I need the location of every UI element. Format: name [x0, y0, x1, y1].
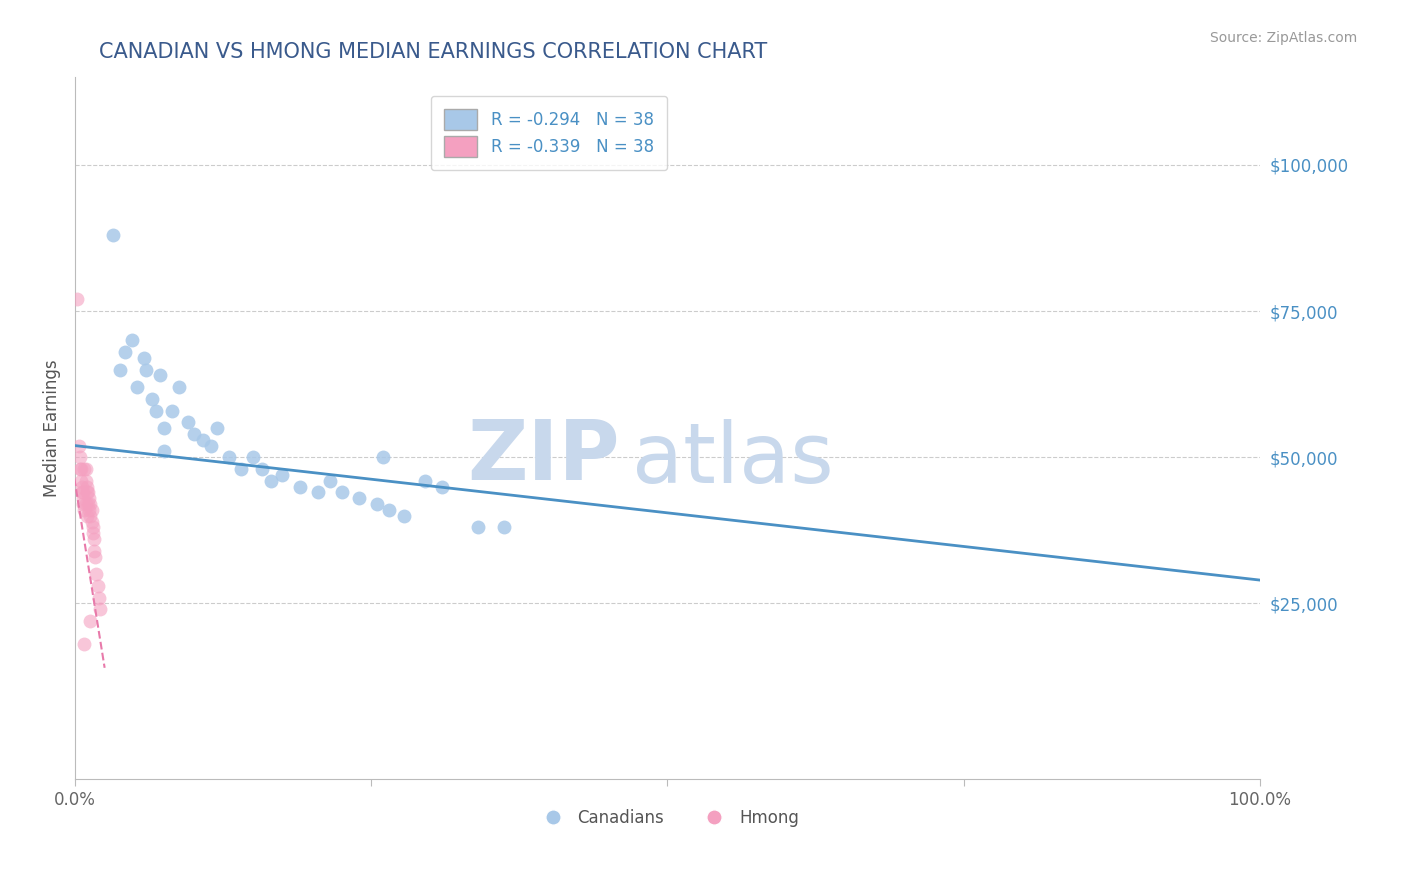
- Point: [125, 380, 148, 394]
- Point: [75, 462, 97, 476]
- Point: [79, 614, 101, 628]
- Point: [176, 415, 198, 429]
- Point: [200, 439, 222, 453]
- Point: [413, 474, 436, 488]
- Point: [141, 392, 163, 406]
- Point: [86, 579, 108, 593]
- Point: [319, 474, 342, 488]
- Point: [330, 485, 353, 500]
- Point: [288, 479, 311, 493]
- Point: [153, 444, 176, 458]
- Text: atlas: atlas: [631, 419, 834, 500]
- Point: [73, 637, 96, 651]
- Legend: Canadians, Hmong: Canadians, Hmong: [529, 803, 806, 834]
- Point: [72, 485, 94, 500]
- Point: [77, 485, 100, 500]
- Point: [83, 532, 105, 546]
- Point: [205, 421, 228, 435]
- Point: [271, 467, 294, 482]
- Point: [145, 403, 167, 417]
- Point: [259, 474, 281, 488]
- Point: [82, 520, 104, 534]
- Point: [77, 491, 100, 506]
- Text: CANADIAN VS HMONG MEDIAN EARNINGS CORRELATION CHART: CANADIAN VS HMONG MEDIAN EARNINGS CORREL…: [98, 42, 766, 62]
- Point: [79, 508, 101, 523]
- Point: [73, 462, 96, 476]
- Point: [242, 450, 264, 465]
- Point: [69, 450, 91, 465]
- Point: [67, 439, 90, 453]
- Point: [89, 602, 111, 616]
- Point: [114, 345, 136, 359]
- Point: [149, 368, 172, 383]
- Point: [80, 515, 103, 529]
- Point: [492, 520, 515, 534]
- Text: ZIP: ZIP: [468, 416, 620, 497]
- Text: Source: ZipAtlas.com: Source: ZipAtlas.com: [1209, 31, 1357, 45]
- Point: [467, 520, 489, 534]
- Point: [87, 591, 110, 605]
- Point: [366, 497, 388, 511]
- Point: [135, 362, 157, 376]
- Point: [72, 491, 94, 506]
- Point: [307, 485, 329, 500]
- Point: [83, 544, 105, 558]
- Point: [169, 380, 191, 394]
- Point: [183, 426, 205, 441]
- Point: [218, 450, 240, 465]
- Point: [76, 485, 98, 500]
- Point: [76, 508, 98, 523]
- Point: [108, 362, 131, 376]
- Point: [79, 497, 101, 511]
- Point: [73, 503, 96, 517]
- Point: [70, 485, 93, 500]
- Point: [75, 474, 97, 488]
- Point: [191, 433, 214, 447]
- Point: [69, 462, 91, 476]
- Point: [77, 503, 100, 517]
- Point: [153, 421, 176, 435]
- Point: [86, 567, 108, 582]
- Point: [349, 491, 371, 506]
- Point: [160, 403, 183, 417]
- Point: [70, 474, 93, 488]
- Point: [252, 462, 274, 476]
- Point: [82, 526, 104, 541]
- Point: [121, 334, 143, 348]
- Point: [84, 549, 107, 564]
- Point: [394, 508, 416, 523]
- Point: [229, 462, 252, 476]
- Point: [80, 503, 103, 517]
- Point: [72, 497, 94, 511]
- Point: [66, 293, 89, 307]
- Point: [101, 228, 124, 243]
- Point: [371, 450, 394, 465]
- Point: [76, 479, 98, 493]
- Point: [77, 497, 100, 511]
- Point: [75, 497, 97, 511]
- Point: [70, 462, 93, 476]
- Point: [70, 479, 93, 493]
- Y-axis label: Median Earnings: Median Earnings: [44, 359, 60, 497]
- Point: [132, 351, 155, 365]
- Point: [432, 479, 454, 493]
- Point: [378, 503, 401, 517]
